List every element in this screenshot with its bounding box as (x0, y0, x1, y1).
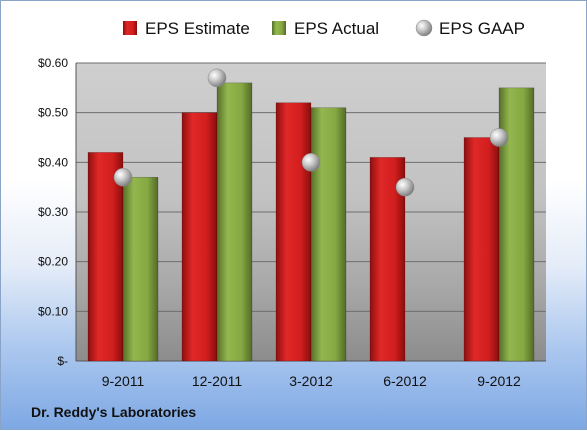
legend-swatch-eps-actual (272, 21, 286, 35)
bar-eps-estimate-9-2011 (87, 152, 124, 362)
point-eps-gaap-6-2012 (395, 177, 415, 197)
point-eps-gaap-12-2011 (207, 68, 227, 88)
x-tick-label: 9-2011 (102, 373, 145, 389)
x-tick-label: 6-2012 (383, 373, 427, 389)
legend: EPS Estimate EPS Actual EPS GAAP (123, 19, 525, 38)
y-tick-label: $0.20 (38, 255, 68, 269)
bar-eps-actual-12-2011 (216, 82, 253, 362)
x-tick-label: 12-2011 (192, 373, 243, 389)
legend-swatch-eps-estimate (123, 21, 137, 35)
legend-label: EPS Actual (294, 19, 379, 38)
bar-eps-actual-3-2012 (310, 107, 347, 362)
y-tick-label: $0.30 (38, 205, 68, 219)
point-eps-gaap-3-2012 (301, 153, 321, 172)
point-eps-gaap-9-2012 (489, 128, 509, 147)
x-tick-label: 3-2012 (289, 373, 333, 389)
y-tick-label: $0.10 (38, 304, 68, 318)
y-tick-label: $0.40 (38, 155, 68, 169)
y-tick-label: $- (57, 354, 68, 368)
point-eps-gaap-9-2011 (113, 167, 133, 187)
legend-swatch-eps-gaap (415, 19, 433, 37)
x-tick-label: 9-2012 (477, 373, 521, 389)
bar-eps-estimate-3-2012 (275, 102, 312, 362)
bar-eps-actual-9-2012 (498, 87, 535, 362)
bar-eps-actual-9-2011 (122, 176, 159, 362)
legend-label: EPS GAAP (439, 19, 525, 38)
bar-eps-estimate-12-2011 (181, 112, 218, 362)
bar-eps-estimate-9-2012 (463, 137, 500, 362)
company-name: Dr. Reddy's Laboratories (31, 404, 196, 420)
y-tick-label: $0.50 (38, 106, 68, 120)
y-tick-label: $0.60 (38, 56, 68, 70)
legend-label: EPS Estimate (145, 19, 250, 38)
